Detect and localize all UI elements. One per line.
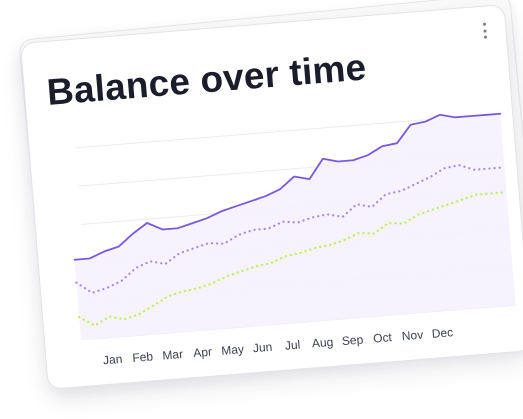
series-1-line	[73, 112, 502, 261]
x-tick-label: Mar	[162, 347, 184, 363]
x-tick-label: Jan	[103, 352, 123, 368]
balance-line-chart: Jan Feb Mar Apr May Jun Jul Aug Sep Oct Nov Dec	[73, 112, 516, 368]
x-tick-label: Oct	[373, 330, 393, 346]
x-tick-label: Aug	[311, 335, 333, 351]
x-tick-label: Jul	[284, 338, 300, 353]
balance-card: Balance over time Jan Feb Mar Apr May Jun Jul A…	[20, 4, 523, 390]
x-tick-label: Dec	[431, 325, 453, 341]
x-tick-label: May	[221, 342, 245, 358]
x-tick-label: Apr	[193, 345, 213, 360]
x-tick-label: Feb	[132, 349, 154, 365]
x-tick-label: Jun	[252, 340, 272, 356]
x-tick-label: Sep	[341, 332, 364, 348]
x-tick-label: Nov	[401, 328, 423, 344]
series-1-area	[74, 113, 516, 341]
series-2-line	[75, 164, 506, 295]
